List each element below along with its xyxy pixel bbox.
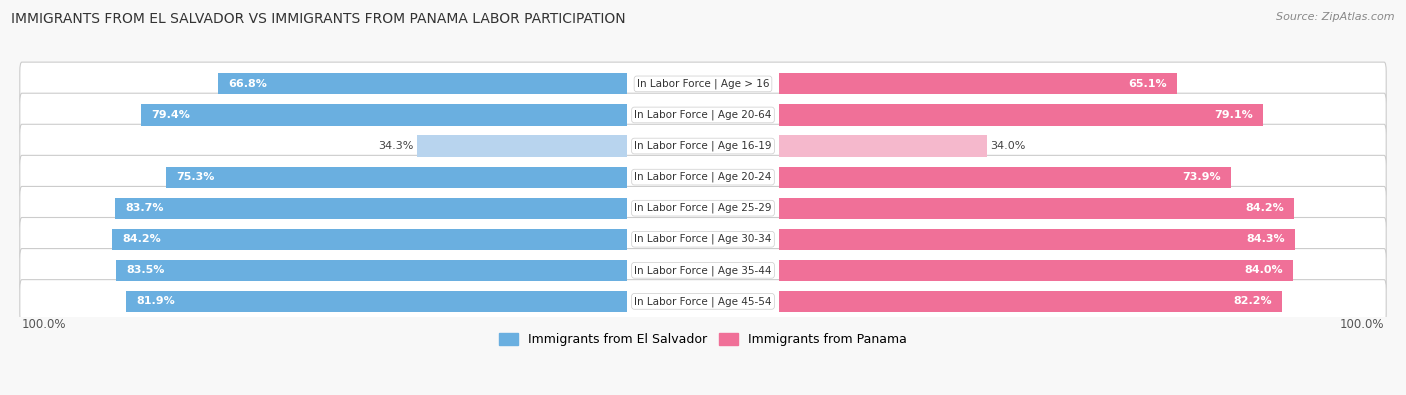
- FancyBboxPatch shape: [20, 62, 1386, 105]
- Bar: [779, 104, 1263, 126]
- Bar: [779, 229, 1295, 250]
- Text: 81.9%: 81.9%: [136, 296, 174, 307]
- Text: 66.8%: 66.8%: [229, 79, 267, 89]
- Text: 34.3%: 34.3%: [378, 141, 413, 151]
- Bar: [166, 167, 627, 188]
- Bar: [115, 198, 627, 219]
- Bar: [779, 291, 1282, 312]
- Bar: [125, 291, 627, 312]
- Text: 84.3%: 84.3%: [1246, 234, 1285, 244]
- Bar: [418, 135, 627, 156]
- Text: In Labor Force | Age 20-64: In Labor Force | Age 20-64: [634, 110, 772, 120]
- Text: 83.7%: 83.7%: [125, 203, 163, 213]
- Bar: [779, 260, 1294, 281]
- Text: 65.1%: 65.1%: [1129, 79, 1167, 89]
- Bar: [779, 73, 1177, 94]
- Bar: [779, 135, 987, 156]
- Text: In Labor Force | Age > 16: In Labor Force | Age > 16: [637, 79, 769, 89]
- Bar: [111, 229, 627, 250]
- Text: In Labor Force | Age 20-24: In Labor Force | Age 20-24: [634, 172, 772, 182]
- Legend: Immigrants from El Salvador, Immigrants from Panama: Immigrants from El Salvador, Immigrants …: [494, 328, 912, 351]
- Text: 84.2%: 84.2%: [1246, 203, 1284, 213]
- Text: 100.0%: 100.0%: [1340, 318, 1384, 331]
- Text: 84.0%: 84.0%: [1244, 265, 1282, 275]
- Text: 79.4%: 79.4%: [152, 110, 190, 120]
- FancyBboxPatch shape: [20, 124, 1386, 168]
- Text: IMMIGRANTS FROM EL SALVADOR VS IMMIGRANTS FROM PANAMA LABOR PARTICIPATION: IMMIGRANTS FROM EL SALVADOR VS IMMIGRANT…: [11, 12, 626, 26]
- Text: 79.1%: 79.1%: [1213, 110, 1253, 120]
- FancyBboxPatch shape: [20, 218, 1386, 261]
- Text: Source: ZipAtlas.com: Source: ZipAtlas.com: [1277, 12, 1395, 22]
- Text: 73.9%: 73.9%: [1182, 172, 1220, 182]
- Text: 75.3%: 75.3%: [177, 172, 215, 182]
- Bar: [779, 198, 1295, 219]
- Text: In Labor Force | Age 30-34: In Labor Force | Age 30-34: [634, 234, 772, 245]
- Text: In Labor Force | Age 25-29: In Labor Force | Age 25-29: [634, 203, 772, 213]
- Text: 82.2%: 82.2%: [1233, 296, 1271, 307]
- FancyBboxPatch shape: [20, 186, 1386, 230]
- Text: In Labor Force | Age 35-44: In Labor Force | Age 35-44: [634, 265, 772, 276]
- Text: 34.0%: 34.0%: [990, 141, 1026, 151]
- FancyBboxPatch shape: [20, 280, 1386, 323]
- Text: 100.0%: 100.0%: [22, 318, 66, 331]
- Bar: [779, 167, 1232, 188]
- Text: In Labor Force | Age 16-19: In Labor Force | Age 16-19: [634, 141, 772, 151]
- Bar: [117, 260, 627, 281]
- Bar: [141, 104, 627, 126]
- FancyBboxPatch shape: [20, 248, 1386, 292]
- Text: 83.5%: 83.5%: [127, 265, 165, 275]
- Text: 84.2%: 84.2%: [122, 234, 160, 244]
- Text: In Labor Force | Age 45-54: In Labor Force | Age 45-54: [634, 296, 772, 307]
- Bar: [218, 73, 627, 94]
- FancyBboxPatch shape: [20, 93, 1386, 137]
- FancyBboxPatch shape: [20, 155, 1386, 199]
